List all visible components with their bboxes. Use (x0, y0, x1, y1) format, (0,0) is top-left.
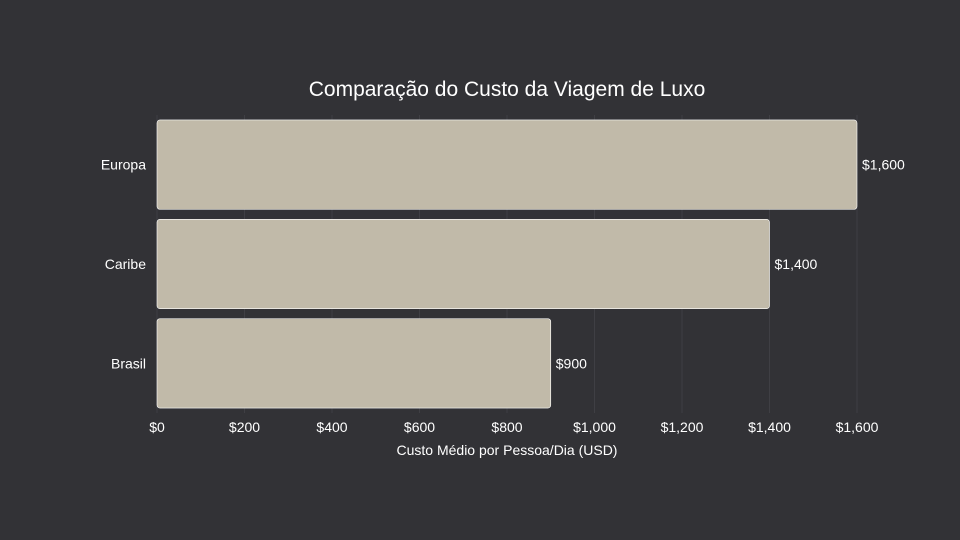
category-label-brasil: Brasil (111, 355, 146, 371)
bars (156, 119, 858, 409)
x-tick-label-2: $400 (316, 419, 347, 435)
bar-brasil (156, 318, 552, 409)
value-label-caribe: $1,400 (775, 256, 818, 272)
x-tick-label-7: $1,400 (748, 419, 791, 435)
category-label-europa: Europa (101, 157, 146, 173)
x-tick-label-5: $1,000 (573, 419, 616, 435)
x-tick-label-4: $800 (491, 419, 522, 435)
x-axis-title: Custo Médio por Pessoa/Dia (USD) (397, 442, 618, 458)
value-labels: $1,600 $1,400 $900 (556, 157, 905, 372)
chart-title: Comparação do Custo da Viagem de Luxo (309, 78, 706, 101)
value-label-brasil: $900 (556, 355, 587, 371)
x-tick-labels: $0 $200 $400 $600 $800 $1,000 $1,200 $1,400 $1,6… (149, 419, 878, 435)
category-label-caribe: Caribe (105, 256, 146, 272)
x-tick-label-6: $1,200 (661, 419, 704, 435)
value-label-europa: $1,600 (862, 157, 905, 173)
x-tick-label-3: $600 (404, 419, 435, 435)
category-labels: Europa Caribe Brasil (101, 157, 146, 372)
bar-europa (156, 119, 858, 210)
x-tick-label-0: $0 (149, 419, 165, 435)
bar-caribe (156, 219, 770, 310)
x-tick-label-1: $200 (229, 419, 260, 435)
x-tick-label-8: $1,600 (836, 419, 879, 435)
